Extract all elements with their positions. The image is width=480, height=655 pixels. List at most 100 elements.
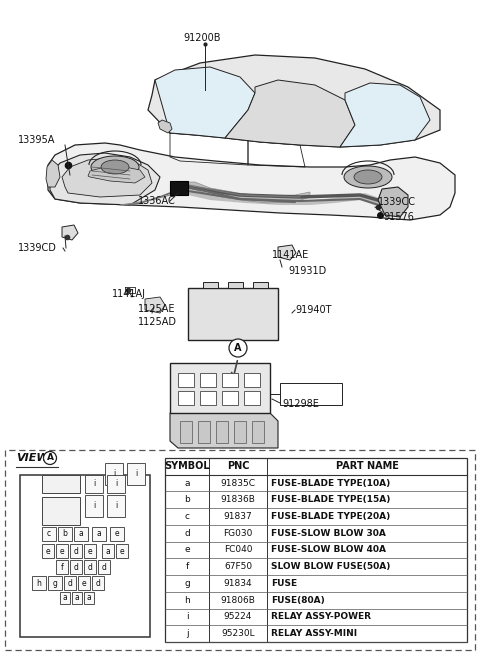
- Polygon shape: [225, 80, 355, 147]
- Text: RELAY ASSY-POWER: RELAY ASSY-POWER: [271, 612, 371, 622]
- Text: a: a: [62, 593, 67, 603]
- Bar: [200, 373, 216, 387]
- Text: d: d: [68, 578, 72, 588]
- Text: A: A: [47, 453, 53, 462]
- Text: d: d: [87, 563, 93, 572]
- Text: b: b: [184, 495, 190, 504]
- Text: e: e: [60, 546, 64, 555]
- Bar: [127, 463, 145, 485]
- Text: FG030: FG030: [223, 529, 252, 538]
- Text: e: e: [46, 546, 50, 555]
- Text: c: c: [184, 512, 190, 521]
- Text: PNC: PNC: [227, 461, 249, 472]
- Bar: [222, 373, 238, 387]
- Polygon shape: [50, 153, 160, 205]
- Text: a: a: [96, 529, 101, 538]
- Text: a: a: [79, 529, 84, 538]
- Bar: [58, 527, 72, 541]
- Polygon shape: [62, 225, 78, 240]
- Bar: [110, 527, 124, 541]
- Bar: [244, 373, 260, 387]
- Text: 91834: 91834: [224, 579, 252, 588]
- Text: 95230L: 95230L: [221, 629, 255, 638]
- Text: b: b: [62, 529, 67, 538]
- Text: 91940T: 91940T: [295, 305, 332, 315]
- Text: g: g: [184, 579, 190, 588]
- Bar: [244, 391, 260, 405]
- Text: 1336AC: 1336AC: [138, 196, 176, 206]
- Bar: [165, 458, 467, 642]
- Text: 1339CD: 1339CD: [18, 243, 57, 253]
- Text: SYMBOL: SYMBOL: [164, 461, 210, 472]
- Polygon shape: [158, 120, 172, 133]
- Bar: [280, 383, 342, 405]
- Text: d: d: [73, 546, 78, 555]
- Bar: [70, 544, 82, 558]
- Text: FUSE-SLOW BLOW 30A: FUSE-SLOW BLOW 30A: [271, 529, 386, 538]
- Bar: [222, 391, 238, 405]
- Text: a: a: [184, 479, 190, 487]
- Text: 13395A: 13395A: [18, 135, 55, 145]
- Ellipse shape: [91, 156, 139, 178]
- Bar: [78, 576, 90, 590]
- Text: e: e: [120, 546, 124, 555]
- Text: d: d: [184, 529, 190, 538]
- Text: RELAY ASSY-MINI: RELAY ASSY-MINI: [271, 629, 357, 638]
- Text: FUSE: FUSE: [271, 579, 297, 588]
- Text: 91806B: 91806B: [221, 595, 255, 605]
- Ellipse shape: [354, 170, 382, 184]
- Bar: [85, 495, 103, 517]
- Text: a: a: [106, 546, 110, 555]
- Text: e: e: [82, 578, 86, 588]
- Bar: [253, 282, 268, 288]
- Text: i: i: [115, 479, 117, 489]
- Polygon shape: [340, 83, 430, 147]
- Text: i: i: [93, 502, 95, 510]
- Bar: [56, 544, 68, 558]
- Polygon shape: [62, 158, 152, 197]
- Bar: [74, 527, 88, 541]
- Bar: [116, 544, 128, 558]
- Text: c: c: [47, 529, 51, 538]
- Text: 1141AJ: 1141AJ: [112, 289, 146, 299]
- Text: 91837: 91837: [224, 512, 252, 521]
- Ellipse shape: [344, 166, 392, 188]
- Polygon shape: [155, 67, 255, 138]
- Bar: [42, 475, 80, 493]
- Bar: [85, 475, 103, 493]
- Text: a: a: [74, 593, 79, 603]
- Text: d: d: [102, 563, 107, 572]
- Text: g: g: [53, 578, 58, 588]
- Text: FUSE-BLADE TYPE(10A): FUSE-BLADE TYPE(10A): [271, 479, 390, 487]
- Text: d: d: [96, 578, 100, 588]
- Text: e: e: [88, 546, 92, 555]
- Text: 91836B: 91836B: [221, 495, 255, 504]
- Bar: [70, 560, 82, 574]
- Text: i: i: [93, 479, 95, 489]
- Text: i: i: [135, 470, 137, 479]
- Text: f: f: [60, 563, 63, 572]
- Bar: [72, 592, 82, 604]
- Bar: [170, 363, 270, 413]
- Text: 91200B: 91200B: [183, 33, 220, 43]
- Bar: [42, 527, 56, 541]
- Polygon shape: [188, 187, 385, 207]
- Bar: [200, 391, 216, 405]
- Bar: [216, 421, 228, 443]
- Bar: [234, 421, 246, 443]
- Bar: [107, 475, 125, 493]
- Bar: [64, 576, 76, 590]
- Text: e: e: [115, 529, 120, 538]
- Bar: [105, 463, 123, 485]
- Bar: [84, 560, 96, 574]
- Text: d: d: [73, 563, 78, 572]
- Ellipse shape: [101, 160, 129, 174]
- Bar: [252, 421, 264, 443]
- Bar: [20, 475, 150, 637]
- Text: FC040: FC040: [224, 546, 252, 555]
- Polygon shape: [378, 187, 408, 217]
- Text: 91576: 91576: [383, 212, 414, 222]
- Polygon shape: [88, 167, 145, 183]
- Polygon shape: [188, 182, 310, 203]
- Text: e: e: [184, 546, 190, 555]
